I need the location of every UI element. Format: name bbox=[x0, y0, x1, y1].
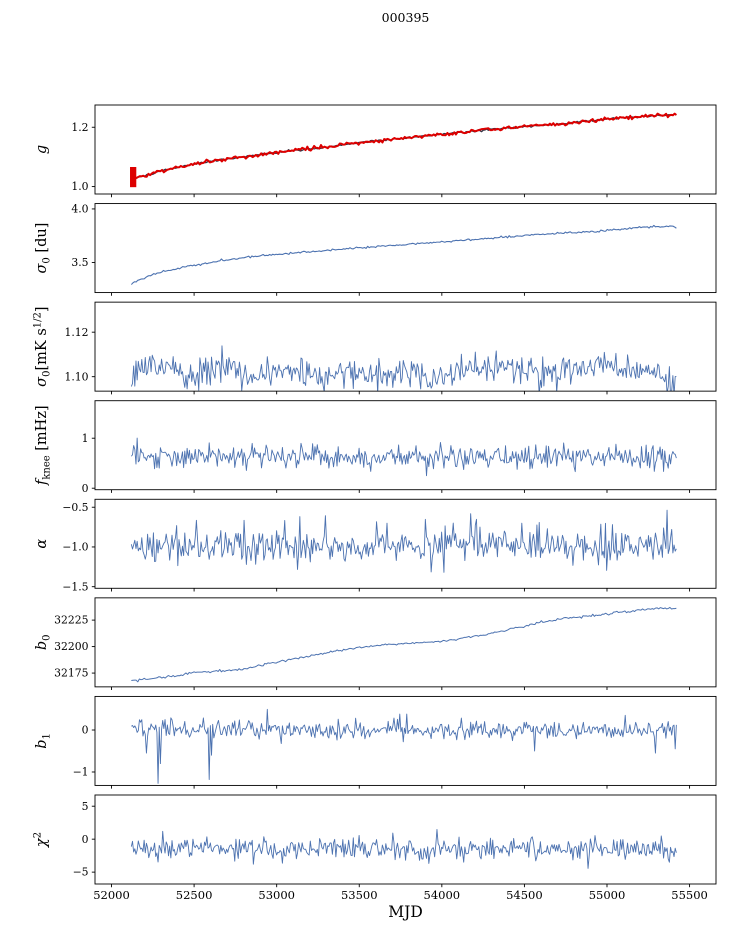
y-axis-label-chi2: χ2 bbox=[33, 832, 51, 848]
y-axis-label-b0: b0 bbox=[34, 635, 53, 651]
y-tick-label: 4.0 bbox=[71, 203, 88, 216]
panel-g-data bbox=[130, 112, 677, 188]
panel-alpha: −0.5 −1.0 −1.5 α bbox=[34, 498, 717, 593]
error-band bbox=[130, 167, 137, 188]
panel-sigma0-mK: 1.10 1.12 σ0[mK s1/2] bbox=[33, 301, 717, 395]
x-tick-label: 54000 bbox=[424, 888, 461, 902]
panel-g: 1.0 1.2 g bbox=[34, 104, 717, 198]
series-line bbox=[130, 829, 677, 869]
axes-box bbox=[94, 597, 717, 688]
panel-f-knee: 0 1 fknee [mHz] bbox=[34, 400, 717, 495]
y-tick-label: −1.0 bbox=[62, 541, 88, 554]
panel-b1-data bbox=[131, 708, 677, 784]
y-tick-label: 32225 bbox=[54, 614, 88, 627]
y-tick-label: 1.12 bbox=[64, 326, 88, 339]
x-tick-label: 52000 bbox=[93, 888, 130, 902]
axes-box bbox=[94, 104, 717, 195]
series-line bbox=[130, 224, 677, 285]
series-line bbox=[130, 437, 677, 477]
y-tick-label: −0.5 bbox=[62, 501, 88, 514]
panel-chi2-data bbox=[130, 829, 677, 869]
y-axis-label-g: g bbox=[34, 145, 50, 154]
axes-box bbox=[94, 301, 717, 392]
axes-box bbox=[94, 400, 717, 491]
axes-box bbox=[94, 695, 717, 786]
x-tick-label: 54500 bbox=[506, 888, 543, 902]
y-tick-label: 3.5 bbox=[71, 256, 88, 269]
y-tick-label: 0 bbox=[82, 833, 89, 846]
panel-alpha-data bbox=[130, 509, 677, 573]
x-tick-label: 53000 bbox=[258, 888, 295, 902]
panel-sigma0-du-data bbox=[130, 224, 677, 285]
y-tick-label: 32200 bbox=[54, 640, 88, 653]
axes-box bbox=[94, 498, 717, 589]
x-tick-label: 55000 bbox=[589, 888, 626, 902]
panel-b1: 0 −1 b1 bbox=[34, 695, 717, 789]
y-tick-label: 5 bbox=[82, 800, 89, 813]
series-line bbox=[130, 509, 677, 573]
y-tick-label: −1 bbox=[73, 766, 89, 779]
y-tick-label: 1 bbox=[82, 432, 89, 445]
figure-title: 000395 bbox=[381, 10, 430, 25]
panel-b0-data bbox=[131, 606, 677, 683]
series-line bbox=[131, 606, 677, 683]
series-line bbox=[130, 112, 677, 182]
y-tick-label: −1.5 bbox=[62, 580, 88, 593]
axes-box bbox=[94, 203, 717, 294]
y-tick-label: 0 bbox=[82, 724, 89, 737]
y-tick-label: 0 bbox=[82, 482, 89, 495]
y-tick-label: 1.2 bbox=[71, 121, 88, 134]
x-tick-label: 52500 bbox=[176, 888, 213, 902]
panel-f-knee-data bbox=[130, 437, 677, 477]
panel-chi2: 5 0 −5 χ2 bbox=[33, 794, 717, 888]
series-line bbox=[131, 708, 677, 784]
x-tick-label: 55500 bbox=[671, 888, 708, 902]
series-line bbox=[130, 345, 677, 392]
x-tick-label: 53500 bbox=[341, 888, 378, 902]
y-axis-label-sigma0-mK: σ0[mK s1/2] bbox=[33, 306, 53, 386]
y-axis-label-sigma0-du: σ0 [du] bbox=[34, 223, 53, 274]
panel-sigma0-du: 3.5 4.0 σ0 [du] bbox=[34, 203, 717, 296]
series-line bbox=[131, 113, 677, 181]
y-axis-label-f-knee: fknee [mHz] bbox=[34, 405, 53, 486]
y-axis-label-b1: b1 bbox=[34, 733, 53, 749]
panel-sigma0-mK-data bbox=[130, 345, 677, 392]
y-tick-label: 1.0 bbox=[71, 180, 88, 193]
y-axis-label-alpha: α bbox=[34, 539, 50, 549]
x-axis-label: MJD bbox=[388, 903, 423, 921]
y-tick-label: 1.10 bbox=[64, 370, 88, 383]
y-tick-label: −5 bbox=[73, 866, 89, 879]
y-tick-label: 32175 bbox=[54, 667, 88, 680]
